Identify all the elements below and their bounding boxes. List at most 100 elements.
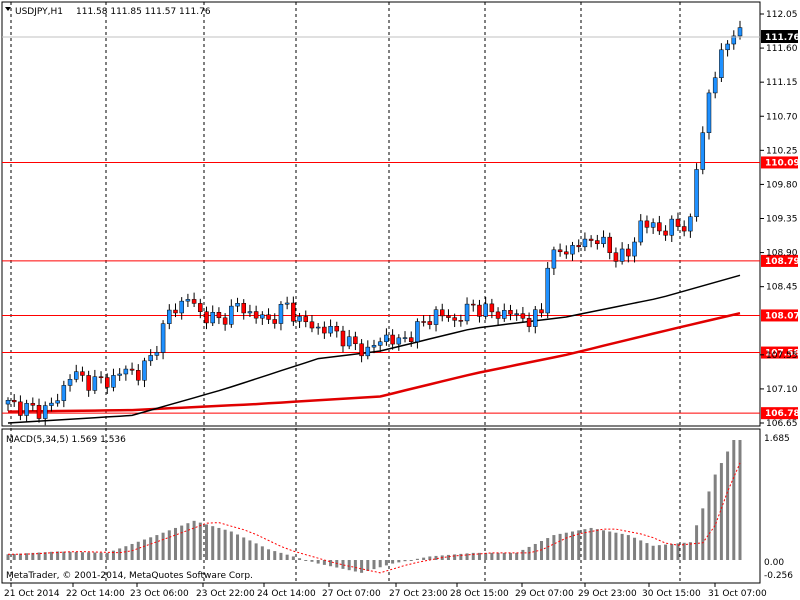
level-price-box <box>761 254 798 267</box>
macd-bar <box>490 552 494 560</box>
macd-bar <box>18 553 22 560</box>
candle-body <box>148 355 153 362</box>
price-tick-label: 111.60 <box>766 44 798 54</box>
candle-body <box>11 400 17 403</box>
chart-menu-triangle-icon[interactable] <box>5 7 11 11</box>
candle-body <box>322 326 327 334</box>
candle-body <box>247 311 253 314</box>
candle-body <box>390 334 395 345</box>
macd-bar <box>539 541 543 560</box>
candle-body <box>111 375 116 388</box>
candle-body <box>297 316 302 322</box>
candle-body <box>365 346 371 357</box>
macd-bar <box>62 551 66 560</box>
price-tick-label: 111.15 <box>766 78 798 88</box>
price-tick-label: 110.25 <box>766 146 798 156</box>
macd-bar <box>205 524 209 560</box>
candle-body <box>557 249 563 253</box>
macd-bar <box>682 542 686 560</box>
candle-body <box>657 222 662 232</box>
macd-bar <box>167 530 171 560</box>
macd-bar <box>56 551 60 560</box>
candle-body <box>98 376 104 378</box>
time-tick-label: 23 Oct 22:00 <box>196 589 255 599</box>
macd-bar <box>676 543 680 560</box>
candle-body <box>222 317 228 325</box>
candle-body <box>241 303 246 314</box>
candle-body <box>433 309 439 325</box>
candle-body <box>377 341 383 346</box>
candle-body <box>700 132 706 170</box>
macd-bar <box>670 543 674 560</box>
candle-body <box>576 245 581 248</box>
candle-body <box>638 220 643 243</box>
price-tick-label: 108.45 <box>766 283 798 293</box>
macd-bar <box>12 553 16 560</box>
current-price-label: 111.76 <box>765 33 800 43</box>
macd-bar <box>87 552 91 560</box>
macd-bar <box>329 560 333 567</box>
macd-bar <box>595 529 599 560</box>
macd-bar <box>428 556 432 560</box>
candle-body <box>681 226 687 232</box>
candle-body <box>427 321 433 325</box>
macd-bar <box>459 553 463 560</box>
macd-bar <box>37 552 41 560</box>
macd-bar <box>496 552 500 560</box>
candle-body <box>229 305 234 325</box>
candle-body <box>80 371 85 376</box>
macd-bar <box>267 549 271 560</box>
candle-body <box>471 303 476 306</box>
macd-bar <box>527 546 531 560</box>
level-price-label: 107.58 <box>765 349 800 359</box>
macd-bar <box>304 560 308 561</box>
candle-body <box>235 303 240 307</box>
macd-pane-border <box>1 428 761 584</box>
macd-bar <box>341 560 345 569</box>
candle-body <box>167 309 172 324</box>
price-tick-label: 109.80 <box>766 180 798 190</box>
horizontal-levels: 110.09 108.79 108.07 107.58 106.78 <box>2 156 800 420</box>
candle-body <box>508 310 513 315</box>
candle-body <box>18 401 23 416</box>
macd-bar <box>366 560 370 571</box>
candle-body <box>185 299 191 302</box>
time-tick-label: 29 Oct 07:00 <box>515 589 574 599</box>
level-price-label: 106.78 <box>765 409 800 419</box>
macd-bar <box>260 546 264 560</box>
macd-bar <box>229 531 233 560</box>
session-separators <box>10 2 681 583</box>
candle-body <box>36 405 42 419</box>
macd-bar <box>533 543 537 560</box>
copyright-text: MetaTrader, © 2001-2014, MetaQuotes Soft… <box>6 571 253 581</box>
price-tick-label: 107.10 <box>766 385 798 395</box>
candle-body <box>539 309 544 314</box>
macd-bar <box>68 551 72 560</box>
macd-bar <box>93 552 97 560</box>
price-tick-label: 107.55 <box>766 351 798 361</box>
candle-body <box>278 303 284 324</box>
symbol-timeframe: USDJPY,H1 <box>15 7 63 17</box>
candle-body <box>551 249 557 269</box>
macd-bar <box>186 523 190 560</box>
candle-body <box>160 323 166 353</box>
macd-bar <box>620 533 624 560</box>
candle-body <box>142 360 147 381</box>
macd-bar <box>657 545 661 560</box>
candle-body <box>210 312 215 324</box>
macd-bar <box>602 530 606 560</box>
candle-body <box>619 248 625 262</box>
macd-bar <box>645 543 649 560</box>
macd-bar <box>508 552 512 560</box>
candle-body <box>632 241 637 257</box>
macd-bar <box>726 451 730 560</box>
candle-body <box>173 309 178 314</box>
candle-body <box>663 230 668 236</box>
candle-body <box>105 377 110 388</box>
macd-bar <box>372 560 376 570</box>
level-price-label: 108.07 <box>765 311 800 321</box>
level-price-label: 108.79 <box>765 257 800 267</box>
candle-body <box>626 248 631 257</box>
macd-bar <box>552 535 556 560</box>
